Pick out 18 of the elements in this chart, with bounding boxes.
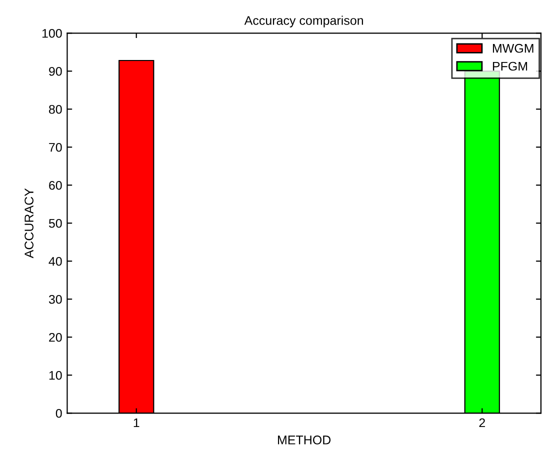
y-tick-label: 80 [48, 104, 62, 114]
y-tick-label: 70 [49, 142, 62, 152]
y-tick-label: 10 [49, 370, 62, 380]
chart-title: Accuracy comparison [244, 16, 363, 28]
y-tick-label: 90 [49, 66, 62, 76]
y-tick-label: 100 [42, 28, 62, 38]
y-tick-label: 20 [49, 332, 62, 342]
legend-label: MWGM [492, 44, 534, 53]
x-axis-title: METHOD [278, 436, 331, 444]
y-tick-label: 0 [56, 408, 62, 418]
y-tick-label: 30 [48, 294, 62, 304]
legend-label: PFGM [492, 62, 528, 71]
x-tick-label: 1 [134, 418, 140, 428]
y-tick-label: 60 [49, 180, 62, 190]
y-axis-title: ACCURACY [24, 188, 34, 258]
y-tick-label: 50 [48, 218, 62, 228]
y-tick-label: 40 [48, 256, 62, 266]
x-tick-label: 2 [479, 418, 485, 428]
